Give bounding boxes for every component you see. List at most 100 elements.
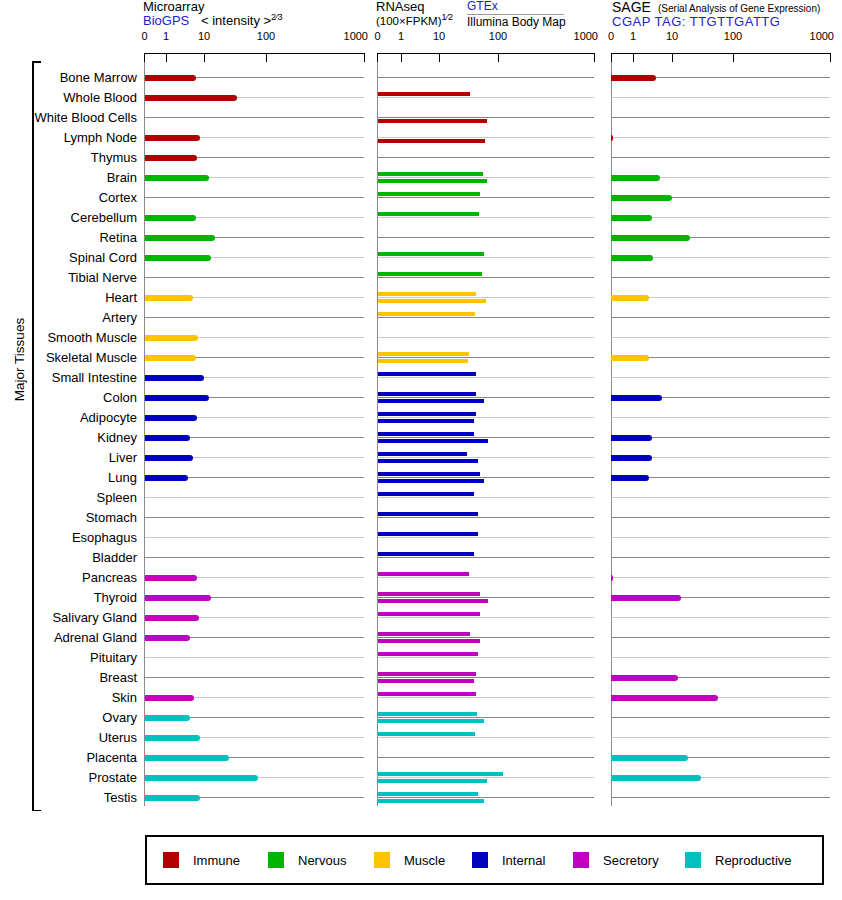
axis-tick: [377, 53, 378, 62]
axis-tick-label: 1000: [558, 30, 598, 42]
tissue-label: Spleen: [0, 490, 137, 505]
rnaseq-gtex-bar: [378, 312, 476, 316]
axis-tick: [830, 53, 831, 62]
row-line: [611, 577, 830, 578]
sage-bar: [611, 475, 649, 481]
row-line: [145, 497, 365, 498]
row-line: [378, 117, 595, 118]
tissue-label: Heart: [0, 290, 137, 305]
axis-tick-label: 1000: [794, 30, 834, 42]
row-line: [378, 717, 595, 718]
microarray-bar: [145, 695, 195, 701]
axis-tick: [401, 53, 402, 62]
tissue-label: Liver: [0, 450, 137, 465]
row-line: [378, 577, 595, 578]
row-line: [611, 557, 830, 558]
row-line: [378, 217, 595, 218]
rnaseq-gtex-bar: [378, 672, 476, 676]
axis-tick: [144, 53, 145, 62]
row-line: [378, 757, 595, 758]
row-line: [145, 517, 365, 518]
row-line: [611, 317, 830, 318]
row-line: [145, 277, 365, 278]
axis-tick: [672, 53, 673, 62]
rnaseq-gtex-bar: [378, 412, 476, 416]
axis-tick-label: 1: [617, 30, 649, 42]
row-line: [378, 197, 595, 198]
microarray-bar: [145, 215, 196, 221]
microarray-bar: [145, 795, 201, 801]
rnaseq-gtex-bar: [378, 452, 468, 456]
row-line: [378, 257, 595, 258]
gtex-link[interactable]: GTEx: [467, 0, 498, 13]
rnaseq-illumina-bar: [378, 439, 489, 443]
rnaseq-title: RNAseq: [376, 0, 424, 14]
row-line: [145, 117, 365, 118]
row-line: [378, 737, 595, 738]
row-line: [611, 517, 830, 518]
legend-swatch-secretory: [573, 852, 589, 868]
axis-tick: [594, 53, 595, 62]
row-line: [378, 357, 595, 358]
microarray-bar: [145, 735, 201, 741]
rnaseq-gtex-bar: [378, 772, 504, 776]
microarray-bar: [145, 395, 209, 401]
axis-tick: [204, 53, 205, 62]
axis-line: [611, 53, 830, 54]
rnaseq-illumina-bar: [378, 359, 468, 363]
legend-swatch-internal: [472, 852, 488, 868]
tissue-label: Kidney: [0, 430, 137, 445]
microarray-bar: [145, 295, 193, 301]
row-line: [378, 477, 595, 478]
rnaseq-gtex-bar: [378, 392, 476, 396]
rnaseq-illumina-bar: [378, 479, 485, 483]
row-line: [378, 337, 595, 338]
microarray-bar: [145, 415, 197, 421]
rnaseq-gtex-bar: [378, 732, 476, 736]
sage-title: SAGE: [612, 0, 651, 15]
tissue-label: Prostate: [0, 770, 137, 785]
sage-bar: [611, 435, 652, 441]
rnaseq-illumina-bar: [378, 779, 487, 783]
legend-label-secretory: Secretory: [603, 853, 659, 868]
biogps-link[interactable]: BioGPS: [143, 14, 189, 28]
rnaseq-gtex-bar: [378, 172, 483, 176]
tissue-label: Placenta: [0, 750, 137, 765]
axis-tick-label: 10: [188, 30, 220, 42]
rnaseq-illumina-bar: [378, 639, 481, 643]
rnaseq-gtex-bar: [378, 272, 483, 276]
rnaseq-illumina-bar: [378, 799, 485, 803]
row-line: [145, 557, 365, 558]
rnaseq-gtex-bar: [378, 92, 470, 96]
axis-tick: [166, 53, 167, 62]
rnaseq-illumina-bar: [378, 179, 487, 183]
row-line: [611, 117, 830, 118]
row-line: [611, 157, 830, 158]
microarray-formula-exponent: 2⁄3: [271, 12, 283, 22]
microarray-bar: [145, 135, 201, 141]
row-line: [378, 457, 595, 458]
tissue-label: Lymph Node: [0, 130, 137, 145]
axis-tick-label: 10: [423, 30, 455, 42]
axis-tick-label: 1: [385, 30, 417, 42]
major-tissues-bracket-top-arm: [32, 61, 41, 63]
rnaseq-illumina-bar: [378, 459, 479, 463]
row-line: [611, 137, 830, 138]
row-line: [611, 537, 830, 538]
legend-label-nervous: Nervous: [298, 853, 346, 868]
axis-tick-label: 100: [717, 30, 749, 42]
microarray-bar: [145, 755, 229, 761]
axis-tick-label: 10: [656, 30, 688, 42]
tissue-label: Pituitary: [0, 650, 137, 665]
tissue-label: Testis: [0, 790, 137, 805]
row-line: [378, 417, 595, 418]
microarray-bar: [145, 435, 191, 441]
row-line: [378, 377, 595, 378]
tissue-label: Bone Marrow: [0, 70, 137, 85]
tissue-label: Pancreas: [0, 570, 137, 585]
row-line: [378, 797, 595, 798]
row-line: [378, 697, 595, 698]
microarray-bar: [145, 95, 237, 101]
cgap-link[interactable]: CGAP TAG: TTGTTGATTG: [612, 15, 780, 29]
tissue-label: Thyroid: [0, 590, 137, 605]
